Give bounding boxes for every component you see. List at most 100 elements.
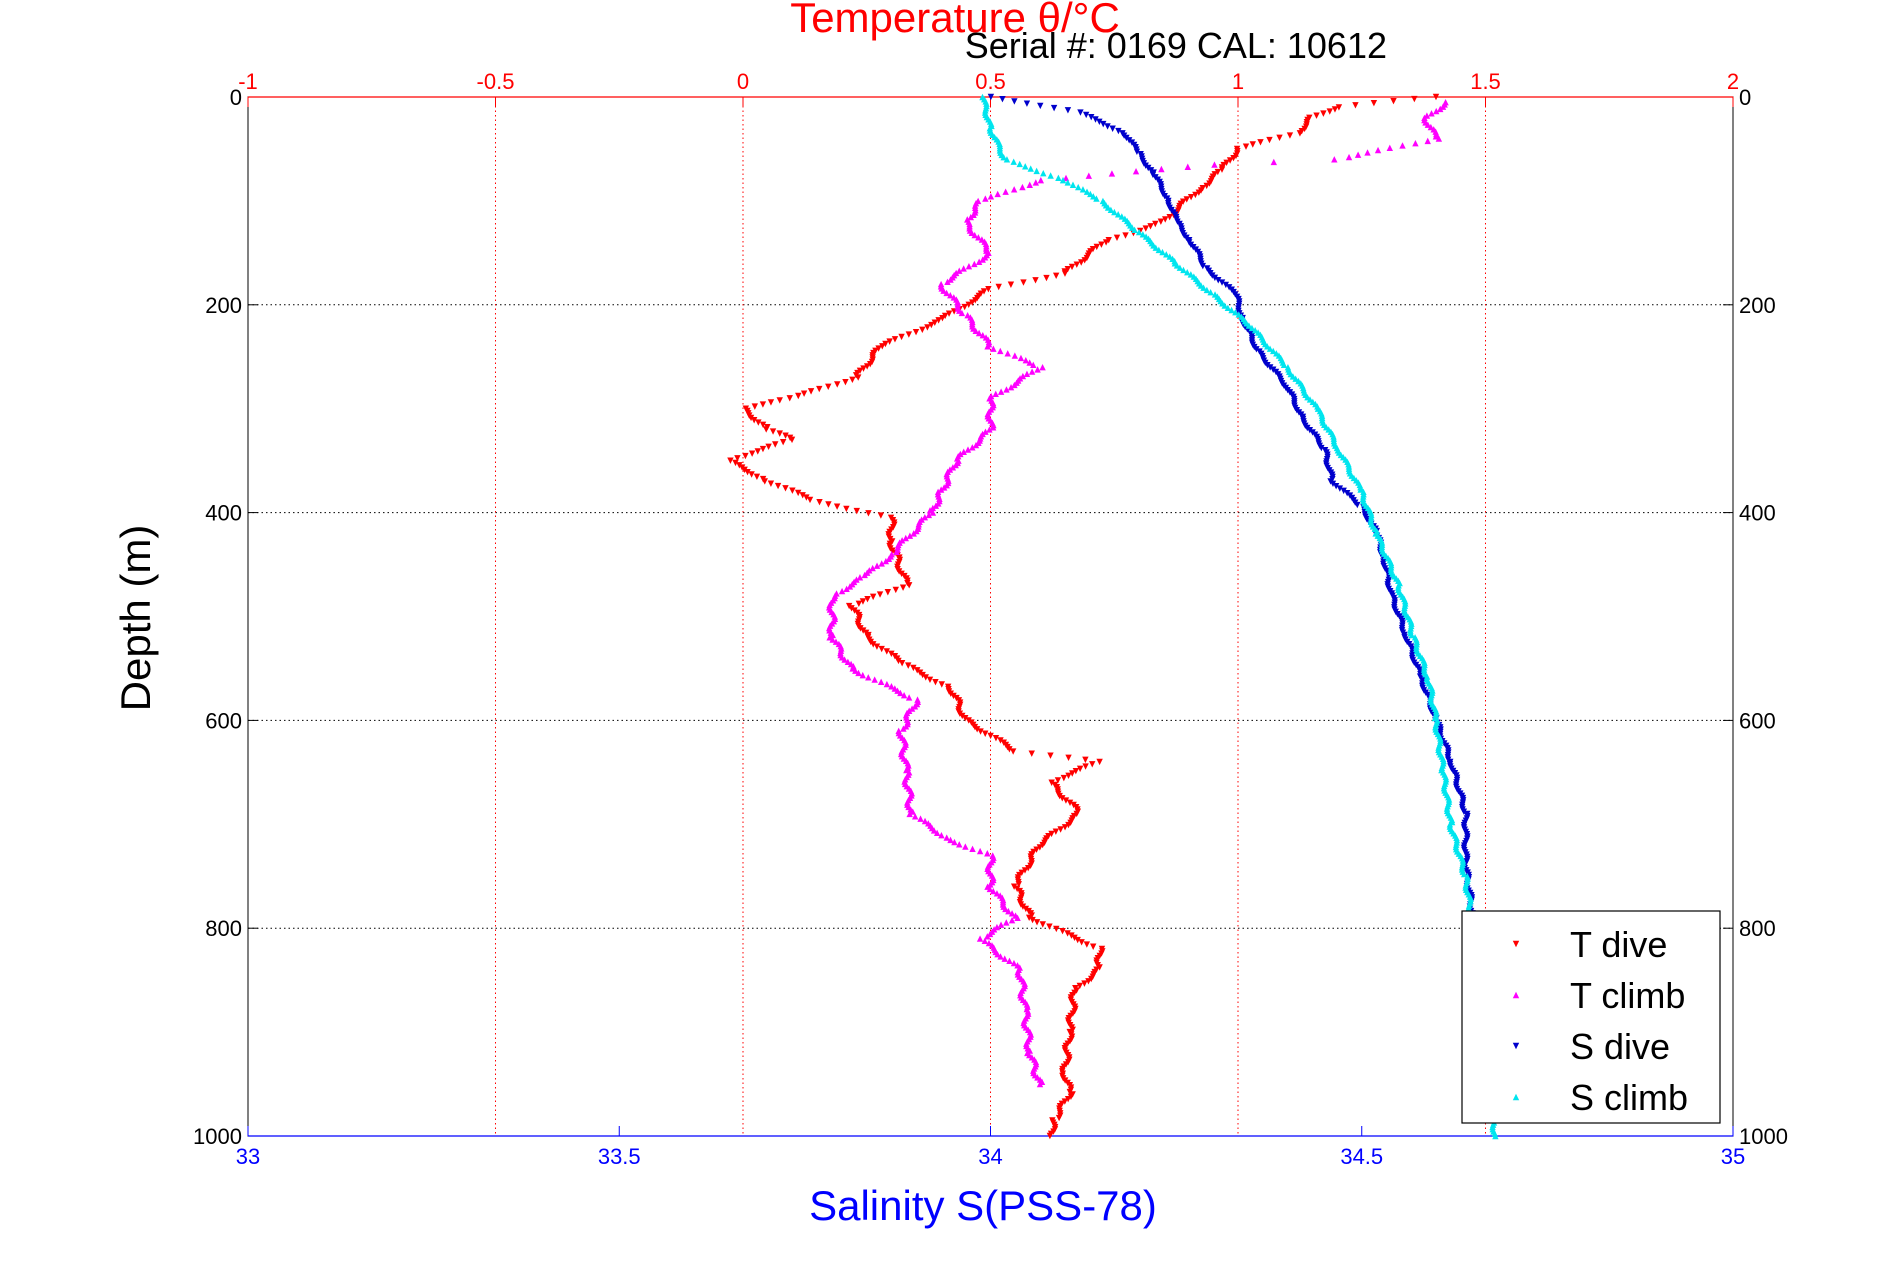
data-point [1064, 179, 1071, 186]
data-point [1062, 174, 1070, 182]
data-point [1003, 919, 1010, 926]
data-point [863, 363, 871, 370]
data-point [919, 671, 926, 679]
data-point [1016, 160, 1023, 168]
data-point [763, 426, 770, 433]
data-point [1046, 1132, 1054, 1140]
data-point [999, 96, 1006, 103]
temperature-tick-label: -1 [238, 69, 258, 94]
data-point [1076, 982, 1084, 990]
serial-label: Serial #: 0169 CAL: 10612 [965, 25, 1387, 66]
data-point [959, 712, 966, 720]
data-point [1183, 196, 1190, 203]
data-point [984, 343, 991, 350]
data-point [1024, 864, 1032, 872]
data-point [987, 732, 994, 740]
data-point [1082, 756, 1089, 764]
data-point [772, 441, 779, 448]
data-point [1152, 220, 1159, 228]
data-point [879, 343, 886, 350]
data-point [741, 466, 748, 474]
depth-tick-label-left: 600 [205, 708, 242, 733]
data-point [885, 555, 893, 562]
data-point [1078, 259, 1085, 266]
data-point [765, 443, 772, 450]
data-point [1046, 923, 1053, 930]
data-point [1162, 216, 1169, 223]
data-point [1104, 123, 1111, 130]
data-point [1061, 270, 1069, 277]
data-point [855, 600, 863, 608]
data-point [895, 657, 902, 665]
data-point [782, 485, 789, 492]
data-point [1055, 174, 1062, 182]
data-point [1055, 1114, 1063, 1122]
data-point [976, 935, 984, 942]
data-point [1226, 157, 1234, 164]
data-point [851, 607, 858, 614]
data-point [1408, 631, 1415, 639]
legend-box [1461, 910, 1721, 1124]
data-point [1123, 134, 1130, 142]
data-point [1098, 241, 1105, 248]
data-point [767, 399, 775, 406]
depth-tick-label-right: 800 [1739, 916, 1776, 941]
data-point [919, 326, 926, 334]
data-point [1352, 102, 1359, 109]
data-point [1318, 444, 1325, 452]
data-point [1435, 135, 1443, 142]
data-point [1187, 271, 1195, 278]
data-point [826, 634, 833, 641]
data-point [1276, 134, 1283, 142]
data-point [1152, 244, 1159, 251]
data-point [1221, 302, 1228, 309]
data-point [767, 480, 775, 487]
data-point [1100, 120, 1107, 128]
data-point [976, 847, 984, 855]
data-point [1280, 361, 1288, 369]
data-point [926, 676, 934, 683]
data-point [1066, 799, 1074, 806]
data-point [1131, 226, 1138, 234]
data-point [972, 441, 980, 449]
data-point [747, 414, 755, 422]
data-point [1412, 139, 1419, 147]
depth-tick-label-right: 400 [1739, 501, 1776, 526]
data-point [865, 674, 872, 681]
data-point [1374, 146, 1382, 154]
data-point [1424, 121, 1432, 128]
data-point [911, 813, 919, 820]
salinity-tick-label: 33 [236, 1144, 260, 1169]
data-point [799, 492, 806, 499]
data-point [816, 499, 823, 506]
depth-tick-label-right: 1000 [1739, 1124, 1788, 1149]
data-point [992, 735, 1000, 742]
salinity-tick-label: 34.5 [1340, 1144, 1383, 1169]
data-point [1022, 905, 1030, 913]
data-point [1037, 102, 1044, 110]
data-point [975, 329, 983, 337]
data-point [1010, 158, 1017, 165]
data-point [867, 360, 874, 368]
data-point [1460, 870, 1468, 878]
data-point [1085, 172, 1093, 179]
data-point [1059, 176, 1067, 184]
legend-marker [1512, 940, 1520, 948]
data-point [1270, 347, 1277, 355]
data-point [859, 598, 867, 605]
data-point [870, 641, 877, 648]
data-point [803, 494, 810, 501]
data-point [989, 424, 997, 431]
data-point [888, 650, 895, 658]
data-point [1137, 227, 1144, 235]
data-point [1211, 274, 1219, 282]
data-point [932, 678, 939, 686]
data-point [979, 256, 986, 263]
salinity-tick-label: 35 [1721, 1144, 1745, 1169]
data-point [975, 258, 983, 265]
data-point [877, 512, 885, 519]
data-point [947, 276, 954, 283]
data-point [935, 317, 942, 324]
data-point [929, 509, 937, 516]
data-point [1492, 1132, 1499, 1140]
